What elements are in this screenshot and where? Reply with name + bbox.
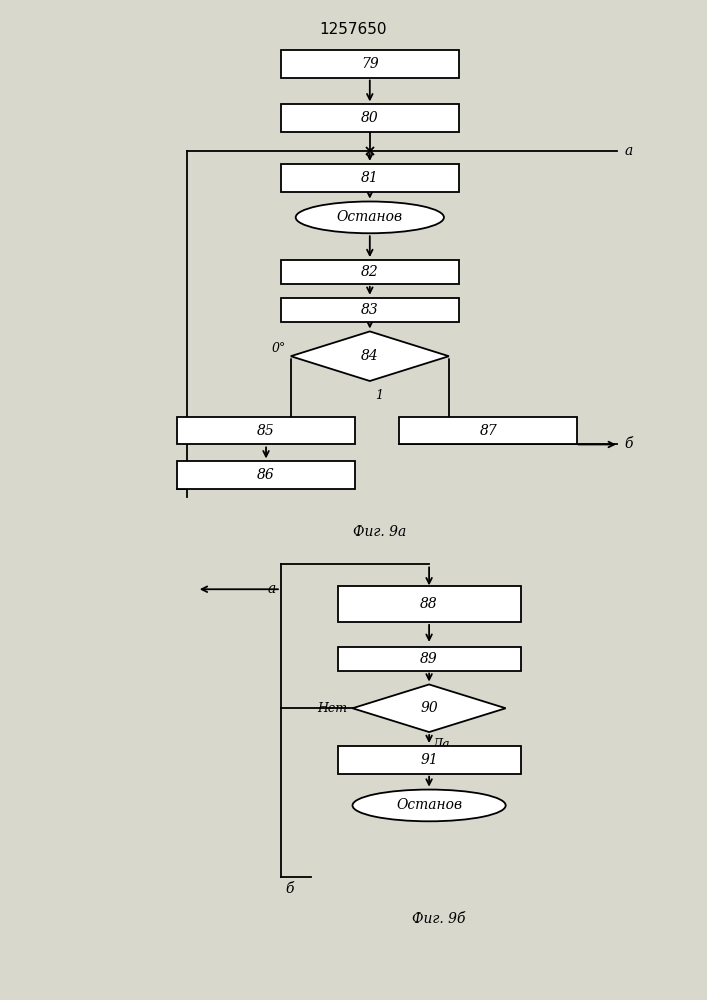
Text: 0°: 0° xyxy=(271,342,286,355)
Text: 1257650: 1257650 xyxy=(320,22,387,37)
Text: Останов: Останов xyxy=(337,210,403,224)
Bar xyxy=(281,260,459,284)
Text: 89: 89 xyxy=(420,652,438,666)
Bar xyxy=(177,417,355,444)
Text: Останов: Останов xyxy=(396,798,462,812)
Polygon shape xyxy=(353,684,506,732)
Text: 90: 90 xyxy=(420,701,438,715)
Text: 88: 88 xyxy=(420,597,438,611)
Text: 80: 80 xyxy=(361,111,379,125)
Bar xyxy=(338,647,520,671)
Bar xyxy=(177,461,355,489)
Text: 86: 86 xyxy=(257,468,275,482)
Text: 79: 79 xyxy=(361,57,379,71)
Bar xyxy=(281,164,459,192)
Text: 81: 81 xyxy=(361,171,379,185)
Text: Да: Да xyxy=(432,738,450,751)
Text: 84: 84 xyxy=(361,349,379,363)
Text: а: а xyxy=(625,144,633,158)
Text: 91: 91 xyxy=(420,753,438,767)
Text: 83: 83 xyxy=(361,303,379,317)
Text: б: б xyxy=(625,437,633,451)
Ellipse shape xyxy=(353,790,506,821)
Ellipse shape xyxy=(296,202,444,233)
Polygon shape xyxy=(291,331,449,381)
Bar xyxy=(281,104,459,132)
Text: 87: 87 xyxy=(479,424,497,438)
Bar xyxy=(281,50,459,78)
Text: б: б xyxy=(286,882,294,896)
Text: 85: 85 xyxy=(257,424,275,438)
Bar xyxy=(338,586,520,622)
Text: Фиг. 9б: Фиг. 9б xyxy=(412,912,466,926)
Text: а: а xyxy=(268,582,276,596)
Text: 1: 1 xyxy=(375,389,382,402)
Text: Фиг. 9а: Фиг. 9а xyxy=(353,525,407,539)
Bar xyxy=(281,298,459,322)
Bar xyxy=(338,746,520,774)
Text: 82: 82 xyxy=(361,265,379,279)
Text: Нет: Нет xyxy=(317,702,348,715)
Bar xyxy=(399,417,578,444)
